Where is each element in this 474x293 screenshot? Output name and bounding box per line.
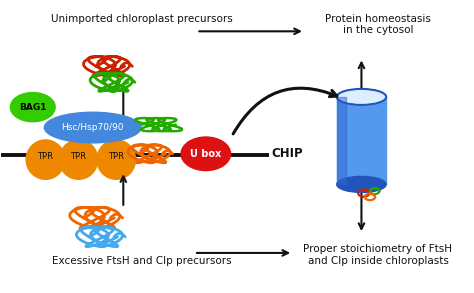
Ellipse shape	[10, 93, 55, 122]
Text: Excessive FtsH and Clp precursors: Excessive FtsH and Clp precursors	[52, 256, 232, 266]
FancyBboxPatch shape	[337, 97, 386, 184]
FancyBboxPatch shape	[337, 97, 346, 184]
Text: Protein homeostasis
in the cytosol: Protein homeostasis in the cytosol	[325, 14, 431, 35]
Text: Proper stoichiometry of FtsH
and Clp inside chloroplasts: Proper stoichiometry of FtsH and Clp ins…	[303, 244, 453, 266]
Ellipse shape	[59, 140, 98, 179]
Ellipse shape	[337, 176, 386, 193]
Text: TPR: TPR	[71, 152, 87, 161]
Text: BAG1: BAG1	[19, 103, 46, 112]
Text: TPR: TPR	[37, 152, 54, 161]
Text: TPR: TPR	[108, 152, 124, 161]
Text: U box: U box	[190, 149, 221, 159]
Text: Unimported chloroplast precursors: Unimported chloroplast precursors	[51, 14, 233, 24]
Ellipse shape	[26, 140, 65, 179]
FancyArrowPatch shape	[233, 88, 337, 134]
Text: CHIP: CHIP	[272, 147, 303, 160]
Text: Hsc/Hsp70/90: Hsc/Hsp70/90	[62, 123, 124, 132]
Ellipse shape	[337, 89, 386, 105]
Ellipse shape	[97, 140, 136, 179]
Ellipse shape	[181, 137, 230, 171]
Ellipse shape	[44, 112, 141, 143]
